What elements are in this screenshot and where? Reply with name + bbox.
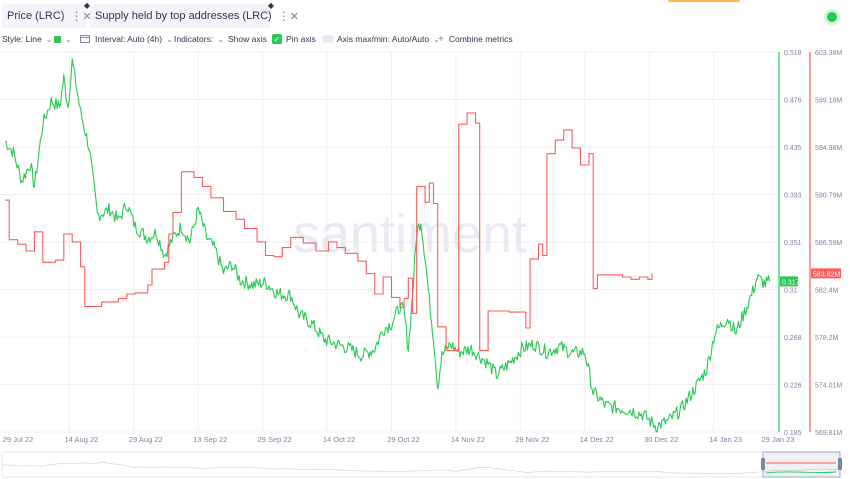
checkmark-icon[interactable]: ✓ (271, 34, 282, 44)
pin-icon[interactable]: ◆ (267, 1, 274, 10)
x-tick-label: 14 Dec 22 (580, 435, 614, 444)
axis-maxmin-selector[interactable]: Axis max/min: Auto/Auto ⌄ (337, 31, 440, 47)
y-tick-label: 0.351 (784, 240, 802, 247)
x-tick-label: 29 Jul 22 (3, 435, 33, 444)
chevron-down-icon: ⌄ (217, 34, 224, 44)
y-tick-label: 569.81M (815, 430, 842, 437)
metric-tab-label: Price (LRC) (7, 10, 65, 22)
x-tick-label: 29 Jan 23 (762, 435, 795, 444)
navigator-frame (1, 451, 841, 478)
y-tick-label: 578.2M (815, 335, 839, 342)
x-tick-label: 14 Aug 22 (65, 435, 99, 444)
y-tick-label: 0.31 (784, 288, 798, 295)
navigator-price-line (1, 461, 841, 475)
style-selector[interactable]: Style: Line ⌄ (2, 31, 52, 47)
y-tick-label: 586.59M (815, 240, 842, 247)
pin-axis-toggle[interactable]: Pin axis (286, 31, 334, 47)
kebab-menu-icon[interactable]: ⋮ (70, 9, 83, 23)
chevron-down-icon: ⌄ (45, 34, 53, 44)
navigator-price-highlight (765, 471, 837, 474)
y-tick-label: 0.393 (784, 193, 802, 200)
chart-toolbar: Style: Line ⌄ ⌄ Interval: Auto (4h) ⌄ In… (0, 31, 850, 47)
navigator-handle-left (761, 458, 765, 470)
color-swatch-icon (54, 35, 61, 43)
plus-icon: + (438, 33, 444, 45)
notification-strip (668, 0, 740, 2)
metric-tab-label: Supply held by top addresses (LRC) (95, 10, 272, 22)
x-tick-label: 29 Nov 22 (515, 435, 549, 444)
y-tick-label: 0.268 (784, 335, 802, 342)
x-tick-label: 14 Nov 22 (451, 435, 485, 444)
y-tick-label: 0.185 (784, 430, 802, 437)
chart-series (4, 58, 771, 433)
show-axis-label: Show axis (228, 34, 267, 44)
x-tick-label: 13 Sep 22 (193, 435, 227, 444)
current-value-label: 583.82M (813, 271, 840, 278)
color-selector[interactable]: ⌄ (54, 31, 72, 47)
x-tick-label: 29 Sep 22 (258, 435, 292, 444)
y-tick-label: 603.38M (815, 50, 842, 57)
calendar-icon (80, 35, 90, 43)
metric-tab-price[interactable]: Price (LRC) ⋮ ✕ ◆ (2, 1, 92, 28)
show-axis-toggle[interactable]: Show axis ✓ (228, 31, 282, 47)
close-icon[interactable]: ✕ (82, 10, 92, 23)
pin-axis-label: Pin axis (286, 34, 316, 44)
y-tick-label: 0.226 (784, 383, 802, 390)
x-tick-label: 14 Jan 23 (709, 435, 742, 444)
kebab-menu-icon[interactable]: ⋮ (277, 9, 290, 23)
chart-axes (778, 52, 811, 432)
interval-label: Interval: Auto (4h) (95, 34, 163, 44)
y-tick-label: 0.476 (784, 98, 802, 105)
series-line-price (4, 58, 771, 433)
x-tick-label: 14 Oct 22 (323, 435, 356, 444)
y-tick-label: 0.435 (784, 145, 802, 152)
current-value-badge (811, 268, 841, 279)
pin-icon[interactable]: ◆ (83, 1, 90, 10)
combine-metrics-label: Combine metrics (448, 34, 513, 44)
chevron-down-icon: ⌄ (65, 34, 72, 44)
y-tick-label: 594.98M (815, 145, 842, 152)
chart-labels: 29 Jul 22 14 Aug 22 29 Aug 22 13 Sep 22 29 S… (3, 50, 843, 444)
current-value-label: 0.317 (782, 279, 800, 286)
current-value-badge (780, 276, 798, 287)
chevron-down-icon: ⌄ (433, 34, 440, 44)
y-tick-label: 590.79M (815, 193, 842, 200)
interval-selector[interactable]: Interval: Auto (4h) ⌄ (80, 31, 173, 47)
combine-metrics-button[interactable]: + Combine metrics (438, 31, 513, 47)
y-tick-label: 599.18M (815, 98, 842, 105)
style-label: Style: Line (2, 34, 42, 44)
chart-grid (0, 51, 778, 433)
indicators-selector[interactable]: Indicators: ⌄ (174, 31, 224, 47)
close-icon[interactable]: ✕ (289, 10, 299, 23)
y-tick-label: 582.4M (815, 288, 839, 295)
navigator-selection (762, 451, 841, 478)
live-indicator-icon (827, 12, 837, 22)
pin-axis-switch[interactable] (321, 35, 334, 43)
axis-maxmin-label: Axis max/min: Auto/Auto (337, 34, 430, 44)
santiment-watermark: santiment (293, 204, 527, 264)
x-tick-label: 30 Dec 22 (644, 435, 678, 444)
x-tick-label: 29 Oct 22 (387, 435, 420, 444)
y-tick-label: 0.518 (784, 50, 802, 57)
metric-tab-supply[interactable]: Supply held by top addresses (LRC) ⋮ ✕ ◆ (90, 1, 299, 28)
indicators-label: Indicators: (174, 34, 214, 44)
x-tick-label: 29 Aug 22 (129, 435, 163, 444)
navigator-handle-right (838, 458, 842, 470)
y-tick-label: 574.01M (815, 383, 842, 390)
series-line-supply (5, 112, 653, 352)
chart-navigator[interactable] (1, 451, 842, 478)
chevron-down-icon: ⌄ (166, 34, 173, 44)
